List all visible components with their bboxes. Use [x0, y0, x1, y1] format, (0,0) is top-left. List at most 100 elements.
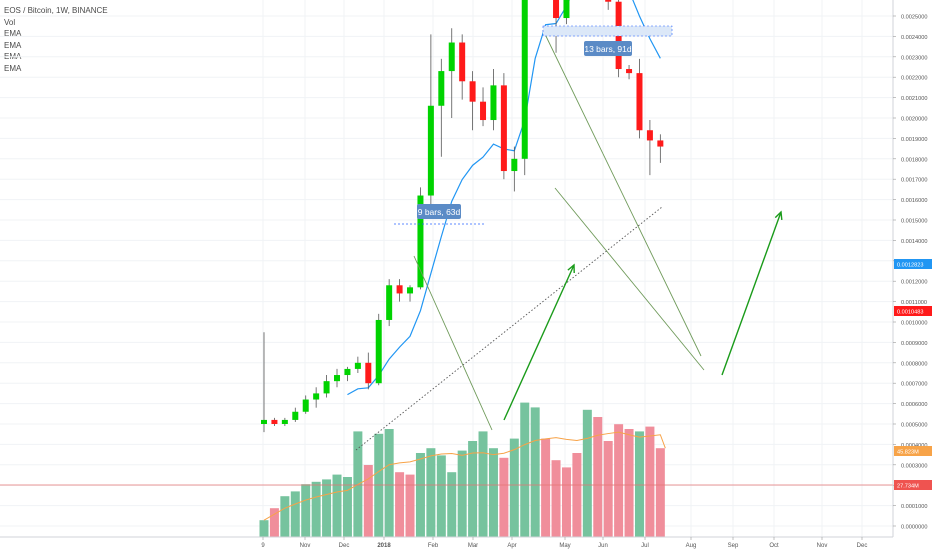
candle-body: [323, 381, 330, 394]
price-tick-label: 0.0012000: [901, 280, 927, 286]
volume-label-last: 27.734M: [897, 484, 919, 490]
price-tick-label: 0.0017000: [901, 178, 927, 184]
volume-bar: [509, 438, 519, 537]
candle-body: [636, 73, 643, 131]
candle-body: [626, 69, 633, 74]
measure-label-box-2: [584, 41, 632, 56]
time-tick-label: 2018: [377, 543, 391, 549]
chart-grid: [0, 0, 893, 537]
volume-bar: [332, 474, 342, 537]
volume-bar: [426, 448, 436, 537]
candle-body: [344, 368, 351, 376]
symbol-title: EOS / Bitcoin, 1W, BINANCE: [4, 6, 108, 15]
volume-bar: [374, 433, 384, 537]
price-label-last-bg: [894, 306, 932, 316]
candle-body: [646, 130, 653, 141]
volume-ma-line: [263, 431, 666, 521]
price-tick-label: 0.0014000: [901, 239, 927, 245]
price-tick-label: 0.0025000: [901, 15, 927, 21]
volume-bar: [405, 474, 415, 537]
dotted-trendline: [355, 206, 663, 451]
time-tick-label: Sep: [728, 543, 739, 549]
trendline-down-1: [413, 255, 493, 431]
volume-bar: [342, 477, 352, 537]
legend-ema-2: EMA: [4, 40, 22, 50]
candle-body: [302, 399, 309, 412]
time-tick-label: Nov: [817, 543, 828, 549]
candle-body: [365, 362, 372, 384]
time-tick-label: Jul: [641, 543, 649, 549]
volume-label-last-bg: [894, 480, 932, 490]
volume-label-ma-bg: [894, 446, 932, 456]
candle-body: [657, 140, 664, 147]
volume-bar: [384, 429, 394, 537]
volume-label-ma: 45.823M: [897, 450, 919, 456]
volume-bar: [436, 455, 446, 537]
time-tick-label: May: [559, 543, 570, 549]
volume-bar: [269, 508, 279, 537]
volume-bars: [259, 402, 665, 537]
price-tick-label: 0.0024000: [901, 35, 927, 41]
volume-bar: [488, 448, 498, 537]
candle-body: [469, 81, 476, 102]
candle-body: [271, 419, 278, 424]
candle-body: [396, 285, 403, 294]
candle-body: [448, 42, 455, 72]
volume-bar: [280, 496, 290, 537]
measure-label-2: 13 bars, 91d: [584, 44, 632, 54]
volume-bar: [311, 481, 321, 537]
candle-body: [417, 195, 424, 288]
arrow-up-2: [721, 211, 782, 376]
legend-ema-1: EMA: [4, 29, 22, 38]
candle-body: [261, 419, 267, 424]
time-tick-label: Aug: [686, 543, 697, 549]
candle-body: [427, 105, 434, 196]
candle-body: [407, 287, 414, 294]
candle-body: [500, 85, 507, 172]
time-tick-label: Feb: [428, 543, 439, 549]
time-tick-label: Apr: [507, 543, 516, 549]
price-tick-label: 0.0006000: [901, 402, 927, 408]
candle-body: [281, 419, 288, 424]
price-tick-label: 0.0009000: [901, 341, 927, 347]
volume-bar: [363, 465, 373, 537]
price-tick-label: 0.0011000: [901, 300, 927, 306]
time-tick-label: Mar: [468, 543, 478, 549]
volume-bar: [468, 441, 478, 537]
candle-body: [459, 42, 466, 82]
volume-bar: [290, 491, 300, 537]
candle-body: [334, 375, 341, 382]
time-tick-label: Dec: [339, 543, 350, 549]
candle-body: [375, 319, 382, 384]
arrow-up-1: [503, 264, 575, 421]
time-tick-label: Jun: [598, 543, 608, 549]
price-tick-label: 0.0007000: [901, 382, 927, 388]
candle-body: [490, 85, 497, 121]
price-axis-bg: [893, 0, 932, 550]
price-tick-label: 0.0023000: [901, 55, 927, 61]
volume-bar: [530, 407, 540, 537]
trendline-down-2b: [554, 187, 705, 371]
volume-bar: [499, 457, 509, 537]
legend-vol: Vol: [4, 17, 16, 27]
time-tick-label: Oct: [769, 543, 779, 549]
price-tick-label: 0.0016000: [901, 198, 927, 204]
volume-bar: [301, 484, 311, 537]
arrow-up-2-head: [774, 210, 783, 221]
candle-body: [553, 0, 560, 19]
candle-body: [563, 0, 570, 19]
price-tick-label: 0.0018000: [901, 157, 927, 163]
measure-range-box-2: [542, 25, 673, 37]
volume-bar: [457, 450, 467, 537]
candle-body: [313, 393, 320, 400]
volume-bar: [561, 467, 571, 537]
price-tick-label: 0.0004000: [901, 443, 927, 449]
volume-bar: [551, 460, 561, 537]
price-tick-label: 0.0005000: [901, 423, 927, 429]
volume-bar: [655, 448, 665, 537]
price-label-ema-bg: [894, 259, 932, 269]
volume-bar: [395, 472, 405, 537]
price-tick-label: 0.0001000: [901, 504, 927, 510]
